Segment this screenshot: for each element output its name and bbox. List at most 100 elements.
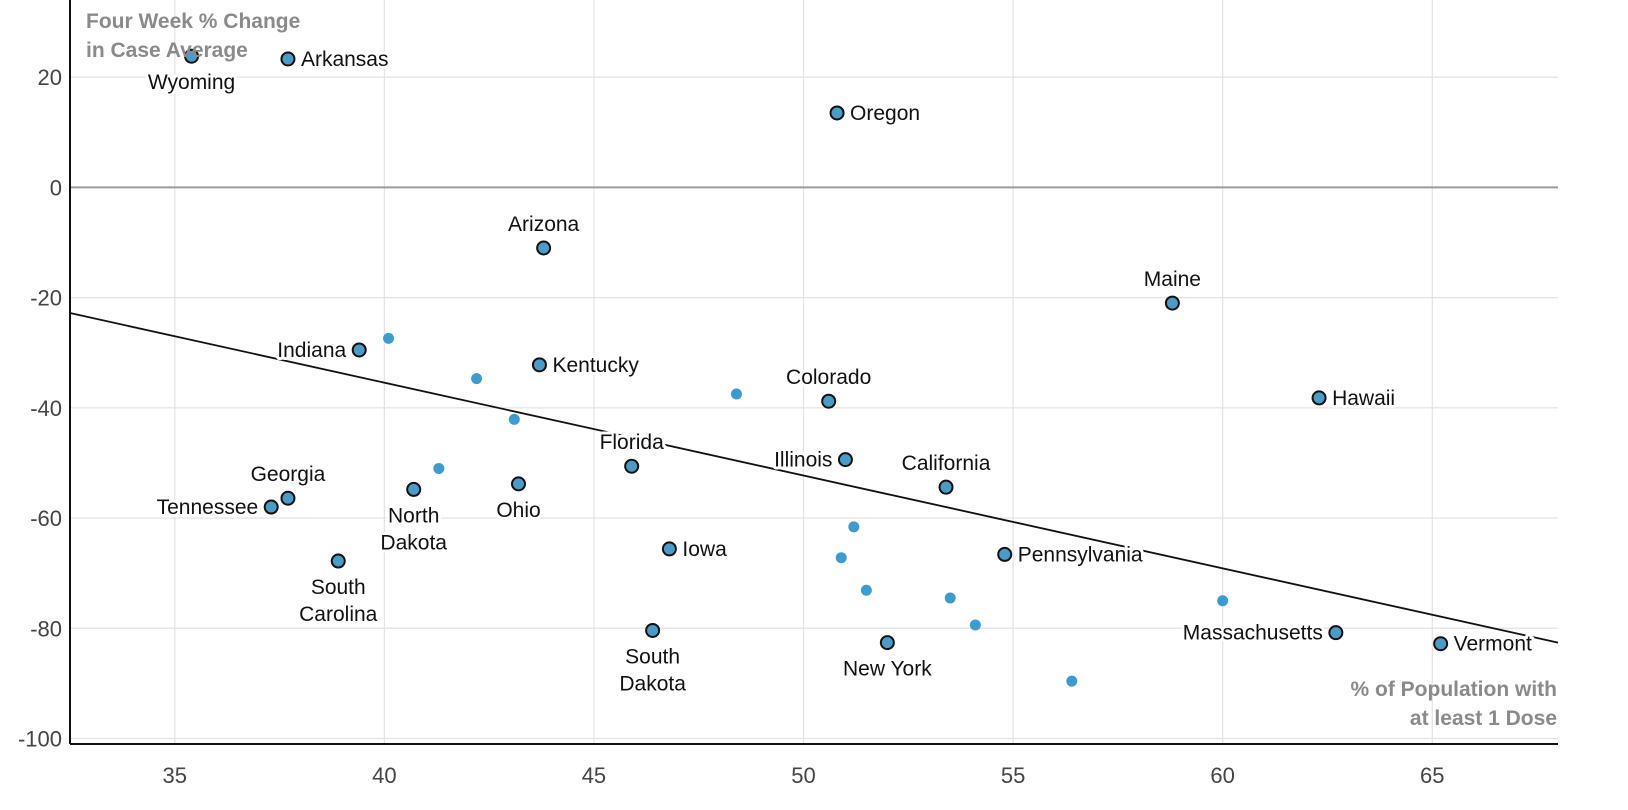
point-label-indiana: Indiana	[277, 339, 346, 362]
point-label-halo: Hawaii	[1332, 387, 1395, 410]
point-label-halo: Georgia	[251, 463, 326, 486]
point-label-halo: South Carolina	[299, 576, 378, 626]
point-label-south-carolina: South Carolina	[299, 576, 378, 626]
point-label-line: Oregon	[850, 102, 920, 125]
point-label-line: Kentucky	[552, 354, 639, 377]
point-label-line: California	[902, 452, 991, 475]
point-label-illinois: Illinois	[774, 449, 832, 472]
point-label-line: Wyoming	[148, 71, 235, 94]
y-axis-title-line-1: Four Week % Change	[86, 10, 300, 33]
x-tick-label: 35	[163, 763, 187, 788]
point-label-line: Hawaii	[1332, 387, 1395, 410]
data-point-indiana	[351, 342, 367, 358]
x-tick-label: 55	[1001, 763, 1025, 788]
point-label-ohio: Ohio	[496, 499, 540, 522]
data-point-illinois	[837, 452, 853, 468]
point-label-pennsylvania: Pennsylvania	[1018, 543, 1143, 566]
point-label-line: North	[388, 504, 439, 527]
point-label-massachusetts: Massachusetts	[1183, 622, 1323, 645]
data-point-georgia	[280, 490, 296, 506]
data-point-florida	[624, 458, 640, 474]
point-label-line: Vermont	[1454, 633, 1532, 656]
point-label-halo: California	[902, 452, 991, 475]
point-label-halo: Kentucky	[552, 354, 639, 377]
point-label-line: Massachusetts	[1183, 622, 1323, 645]
point-label-line: Florida	[600, 431, 665, 454]
x-tick-label: 50	[791, 763, 815, 788]
data-point-pennsylvania	[997, 546, 1013, 562]
point-label-florida: Florida	[600, 431, 665, 454]
data-point-oregon	[829, 105, 845, 121]
point-label-wyoming: Wyoming	[148, 71, 235, 94]
point-label-halo: Illinois	[774, 449, 832, 472]
point-label-line: Dakota	[380, 531, 447, 554]
tick-labels: 35 40 45 50 55 60 65 20 0 -20 -40 -60 -80 -100	[18, 65, 1445, 788]
point-label-line: Tennessee	[157, 496, 259, 519]
data-point	[860, 584, 872, 596]
point-label-maine: Maine	[1144, 268, 1201, 291]
point-label-south-dakota: South Dakota	[619, 645, 686, 695]
point-label-line: Arizona	[508, 213, 580, 236]
y-tick-label: -20	[30, 286, 62, 311]
axes	[69, 0, 1558, 745]
data-point-hawaii	[1311, 390, 1327, 406]
data-point	[433, 462, 445, 474]
point-label-halo: North Dakota	[380, 504, 447, 554]
point-label-line: Colorado	[786, 366, 871, 389]
point-label-halo: Indiana	[277, 339, 346, 362]
point-label-line: Ohio	[496, 499, 540, 522]
data-point	[383, 332, 395, 344]
point-label-halo: Wyoming	[148, 71, 235, 94]
data-point-tennessee	[263, 499, 279, 515]
point-label-georgia: Georgia	[251, 463, 326, 486]
data-point-iowa	[661, 541, 677, 557]
data-point-north-dakota	[406, 481, 422, 497]
point-label-halo: Tennessee	[157, 496, 259, 519]
point-label-line: South	[311, 576, 366, 599]
point-labels: WyomingWyomingArkansasArkansasOregonOreg…	[145, 45, 1535, 699]
point-label-oregon: Oregon	[850, 102, 920, 125]
point-label-line: Vermont	[1454, 633, 1532, 656]
labeled-points	[184, 48, 1449, 652]
x-tick-label: 40	[372, 763, 396, 788]
point-label-halo: Arkansas	[301, 48, 389, 71]
data-point-south-carolina	[330, 553, 346, 569]
point-label-line: Oregon	[850, 102, 920, 125]
point-label-halo: Colorado	[786, 366, 871, 389]
point-label-line: New York	[843, 658, 932, 681]
data-point-california	[938, 479, 954, 495]
point-label-line: Ohio	[496, 499, 540, 522]
y-tick-label: -40	[30, 396, 62, 421]
data-point	[969, 619, 981, 631]
point-label-halo: Oregon	[850, 102, 920, 125]
y-tick-label: -100	[18, 726, 62, 751]
point-label-line: Illinois	[774, 449, 832, 472]
x-axis-title-line-1: % of Population with	[1351, 678, 1557, 701]
point-label-halo: Iowa	[682, 538, 727, 561]
point-label-halo: Ohio	[496, 499, 540, 522]
gridlines	[70, 0, 1558, 744]
data-point-kentucky	[531, 357, 547, 373]
point-label-halo: South Dakota	[619, 645, 686, 695]
data-point-ohio	[510, 476, 526, 492]
data-point	[730, 388, 742, 400]
point-label-line: Maine	[1144, 268, 1201, 291]
point-label-line: Indiana	[277, 339, 346, 362]
point-label-line: Iowa	[682, 538, 727, 561]
data-point	[471, 373, 483, 385]
point-label-line: New York	[843, 658, 932, 681]
point-label-line: Arkansas	[301, 48, 389, 71]
point-label-line: Dakota	[619, 672, 686, 695]
point-label-halo: Florida	[600, 431, 665, 454]
x-axis-title-line-2: at least 1 Dose	[1410, 707, 1557, 730]
point-label-line: Carolina	[299, 603, 378, 626]
y-tick-label: 0	[50, 175, 62, 200]
point-label-line: Georgia	[251, 463, 326, 486]
data-point-new-york	[879, 635, 895, 651]
y-axis-title-line-2: in Case Average	[86, 39, 248, 62]
data-point-south-dakota	[645, 622, 661, 638]
y-tick-label: -60	[30, 506, 62, 531]
point-label-north-dakota: North Dakota	[380, 504, 447, 554]
